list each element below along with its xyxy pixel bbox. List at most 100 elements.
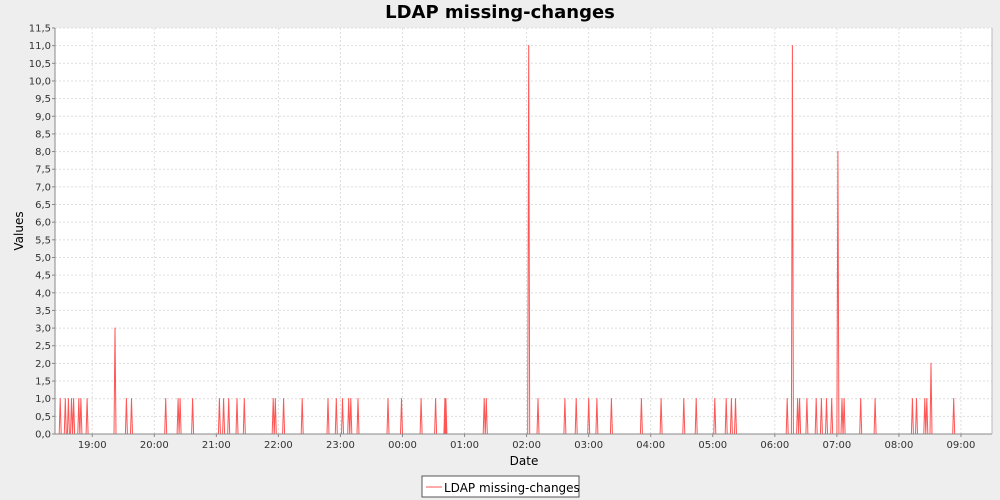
data-point [327,398,329,400]
data-point [341,398,344,400]
y-tick-label: 5,5 [35,235,51,246]
y-tick-label: 2,0 [35,359,51,370]
y-axis-label: Values [12,211,26,250]
y-tick-label: 5,0 [35,253,51,264]
data-point [806,398,808,400]
data-point [70,398,73,400]
data-point [73,398,75,400]
data-point [64,398,66,400]
x-tick-label: 22:00 [264,440,293,451]
data-point [335,398,337,400]
data-point [243,398,245,400]
y-tick-label: 2,5 [35,341,51,352]
x-tick-layer: 19:00 20:00 21:00 22:00 23:00 00:00 01:00 02:00… [78,434,975,451]
x-tick-label: 05:00 [698,440,727,451]
data-point [924,398,926,400]
data-point [357,398,359,400]
x-axis-label: Date [510,454,539,468]
data-point [528,45,530,47]
data-point [223,398,225,400]
data-point [537,398,539,400]
y-tick-label: 1,5 [35,377,51,388]
y-tick-label: 8,5 [35,129,51,140]
data-point [218,398,220,400]
x-tick-label: 02:00 [512,440,541,451]
data-point [272,398,274,400]
grid-layer [55,27,992,434]
data-point [435,398,437,400]
data-point [575,398,577,400]
y-tick-label: 4,0 [35,288,51,299]
x-tick-label: 00:00 [388,440,417,451]
data-point [820,398,823,400]
data-point [78,398,80,400]
data-point [350,398,352,400]
x-tick-label: 03:00 [574,440,603,451]
data-point [815,398,817,400]
x-tick-label: 19:00 [78,440,107,451]
data-point [165,398,167,400]
x-tick-label: 23:00 [326,440,355,451]
x-tick-label: 06:00 [760,440,789,451]
data-point [831,398,833,400]
data-point [387,398,389,400]
data-point [400,398,403,400]
data-point [228,398,230,400]
data-point [596,398,598,400]
y-tick-label: 7,5 [35,165,51,176]
data-point [911,398,914,400]
data-point [444,398,446,400]
data-point [797,398,799,400]
y-tick-label: 10,5 [29,59,51,70]
y-tick-label: 9,5 [35,94,51,105]
y-tick-label: 9,0 [35,112,51,123]
plot-area [55,28,992,434]
data-point [843,398,845,400]
data-point [130,398,133,400]
data-point [114,327,116,329]
y-tick-label: 6,5 [35,200,51,211]
data-point [683,398,685,400]
data-point [301,398,303,400]
y-tick-label: 4,5 [35,271,51,282]
chart-title: LDAP missing-changes [385,2,615,23]
legend: LDAP missing-changes [421,475,580,498]
data-point [915,398,918,400]
data-point [930,362,932,364]
data-point [179,398,181,400]
legend-label: LDAP missing-changes [444,481,580,495]
y-tick-label: 8,0 [35,147,51,158]
x-tick-label: 08:00 [885,440,914,451]
y-tick-label: 3,0 [35,324,51,335]
y-tick-label: 0,5 [35,412,51,423]
y-tick-label: 3,5 [35,306,51,317]
data-point [660,398,662,400]
y-tick-label: 6,0 [35,218,51,229]
y-tick-label: 10,0 [29,76,51,87]
data-point [564,398,566,400]
x-tick-label: 20:00 [140,440,169,451]
y-tick-layer: 0,0 0,5 1,0 1,5 2,0 2,5 3,0 3,5 4,0 4,5 5,0 5,5 6,0 6… [29,24,55,441]
data-point [640,398,643,400]
data-point [926,398,928,400]
data-point [610,398,613,400]
x-tick-label: 04:00 [636,440,665,451]
data-point [59,398,61,400]
data-point [841,398,843,400]
data-point [274,398,276,400]
x-tick-label: 01:00 [450,440,479,451]
data-point [125,398,127,400]
data-point [695,398,697,400]
data-point [67,398,69,400]
data-point [80,398,82,400]
data-point [192,398,194,400]
data-point [860,398,862,400]
y-tick-label: 1,0 [35,394,51,405]
data-point [725,398,727,400]
y-tick-label: 11,5 [29,24,51,35]
y-tick-label: 11,0 [29,41,51,52]
data-point [730,398,733,400]
data-point [825,398,828,400]
